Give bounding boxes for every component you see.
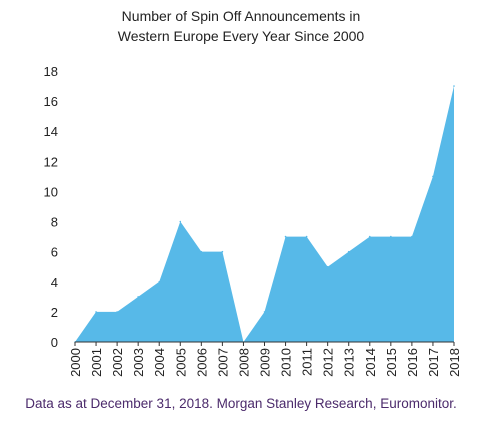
x-tick-label: 2010	[279, 348, 294, 377]
data-point-2012	[326, 265, 329, 268]
data-point-2014	[368, 235, 371, 238]
x-tick-label: 2009	[258, 348, 273, 377]
data-point-2011	[305, 235, 308, 238]
x-tick-label: 2001	[89, 348, 104, 377]
data-point-2017	[432, 175, 434, 178]
y-tick-label: 4	[51, 275, 58, 290]
y-tick-label: 6	[51, 245, 58, 260]
x-tick-label: 2000	[68, 348, 83, 377]
x-tick-label: 2002	[110, 348, 125, 377]
y-tick-label: 2	[51, 305, 58, 320]
y-tick-label: 10	[44, 184, 58, 199]
data-point-2018	[453, 85, 455, 87]
data-point-2013	[347, 250, 350, 253]
x-tick-label: 2017	[426, 348, 441, 377]
x-tick-label: 2014	[363, 348, 378, 377]
y-tick-label: 8	[51, 215, 58, 230]
y-tick-label: 18	[44, 64, 58, 79]
data-point-2015	[390, 235, 392, 238]
y-tick-label: 16	[44, 94, 58, 109]
x-tick-label: 2003	[131, 348, 146, 377]
source-note: Data as at December 31, 2018. Morgan Sta…	[25, 396, 457, 411]
x-tick-label: 2006	[194, 348, 209, 377]
x-tick-label: 2007	[215, 348, 230, 377]
x-tick-label: 2013	[342, 348, 357, 377]
data-point-2010	[284, 235, 287, 238]
x-tick-label: 2018	[447, 348, 462, 377]
area-series	[75, 86, 454, 342]
x-tick-label: 2016	[405, 348, 420, 377]
data-point-2016	[411, 235, 413, 238]
chart-title-line-2: Western Europe Every Year Since 2000	[117, 28, 365, 44]
data-point-2009	[263, 311, 266, 313]
y-tick-label: 14	[44, 124, 58, 139]
chart-title: Number of Spin Off Announcements in West…	[0, 6, 482, 46]
x-tick-label: 2012	[321, 348, 336, 377]
y-tick-label: 12	[44, 154, 58, 169]
x-tick-label: 2015	[384, 348, 399, 377]
data-point-2007	[221, 250, 224, 253]
y-tick-label: 0	[51, 335, 58, 350]
chart-title-line-1: Number of Spin Off Announcements in	[121, 8, 361, 24]
x-tick-label: 2011	[300, 348, 315, 376]
data-point-2002	[116, 311, 118, 313]
x-tick-label: 2005	[173, 348, 188, 377]
data-point-2006	[200, 250, 203, 253]
x-tick-label: 2008	[236, 348, 251, 377]
data-point-2001	[95, 311, 97, 313]
x-tick-label: 2004	[152, 348, 167, 377]
data-point-2004	[158, 280, 161, 283]
data-point-2005	[179, 220, 182, 223]
data-point-2003	[137, 296, 139, 298]
